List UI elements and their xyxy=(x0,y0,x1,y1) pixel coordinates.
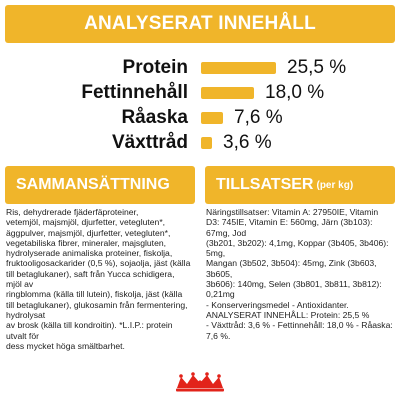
analysis-label: Råaska xyxy=(121,107,188,128)
analysis-value: 3,6 % xyxy=(223,132,272,153)
additives-line: Näringstillsatser: Vitamin A: 27950IE, V… xyxy=(206,207,379,217)
composition-line: dess mycket höga smältbarhet. xyxy=(6,340,125,351)
analysis-value: 25,5 % xyxy=(287,57,347,78)
composition-text: Ris, dehydrerade fjäderfäproteiner, vete… xyxy=(6,207,192,351)
additives-text: Näringstillsatser: Vitamin A: 27950IE, V… xyxy=(206,207,396,341)
additives-subtitle: (per kg) xyxy=(316,179,354,191)
analysis-row-fibre: Växttråd 3,6 % xyxy=(0,131,400,155)
analysis-bar xyxy=(201,87,254,99)
composition-header: SAMMANSÄTTNING xyxy=(5,166,195,204)
composition-line: ringblomma (källa till lutein), fiskolja… xyxy=(6,289,183,300)
analysis-value: 7,6 % xyxy=(234,107,283,128)
additives-line: ANALYSERAT INNEHÅLL: Protein: 25,5 % xyxy=(206,309,370,320)
composition-line: Ris, dehydrerade fjäderfäproteiner, xyxy=(6,207,139,217)
additives-line: D3: 745IE, Vitamin E: 560mg, Järn (3b103… xyxy=(206,217,373,238)
analysis-bar xyxy=(201,112,223,124)
composition-title: SAMMANSÄTTNING xyxy=(16,176,170,193)
composition-line: hydrolyserade animaliska proteiner, fisk… xyxy=(6,248,173,259)
additives-line: - Konserveringsmedel - Antioxidanter. xyxy=(206,299,349,310)
composition-line: till betaglukaner), saft från Yucca schi… xyxy=(6,268,175,290)
additives-line: (3b201, 3b202): 4,1mg, Koppar (3b405, 3b… xyxy=(206,237,389,259)
additives-line: 3b606): 140mg, Selen (3b801, 3b811, 3b81… xyxy=(206,279,382,300)
additives-header: TILLSATSER (per kg) xyxy=(205,166,395,204)
composition-line: till betaglukaner), glukosamin från ferm… xyxy=(6,299,188,320)
analysis-label: Protein xyxy=(122,57,188,78)
additives-title: TILLSATSER xyxy=(216,176,314,193)
analysis-value: 18,0 % xyxy=(265,82,325,103)
composition-line: fruktooligosackarider (0,5 %), sojaolja,… xyxy=(6,258,191,269)
composition-line: av brosk (källa till kondroitin). *L.I.P… xyxy=(6,320,173,341)
analysis-row-protein: Protein 25,5 % xyxy=(0,56,400,80)
composition-line: äggpulver, majsmjöl, djurfetter, veteglu… xyxy=(6,227,171,238)
composition-line: vegetabiliska fibrer, mineraler, majsglu… xyxy=(6,237,167,248)
analysis-bar xyxy=(201,137,212,149)
analysis-row-fat: Fettinnehåll 18,0 % xyxy=(0,81,400,105)
analysis-row-ash: Råaska 7,6 % xyxy=(0,106,400,130)
royal-crown-logo-icon xyxy=(176,372,224,392)
additives-line: Mangan (3b502, 3b504): 45mg, Zink (3b603… xyxy=(206,258,377,279)
analysis-banner: ANALYSERAT INNEHÅLL xyxy=(5,5,395,43)
analysis-label: Växttråd xyxy=(111,132,188,153)
composition-line: vetemjöl, majsmjöl, djurfetter, veteglut… xyxy=(6,217,166,228)
analysis-title: ANALYSERAT INNEHÅLL xyxy=(84,13,316,34)
additives-line: - Växttråd: 3,6 % - Fettinnehåll: 18,0 %… xyxy=(206,320,393,341)
analysis-bar xyxy=(201,62,276,74)
analysis-label: Fettinnehåll xyxy=(81,82,188,103)
